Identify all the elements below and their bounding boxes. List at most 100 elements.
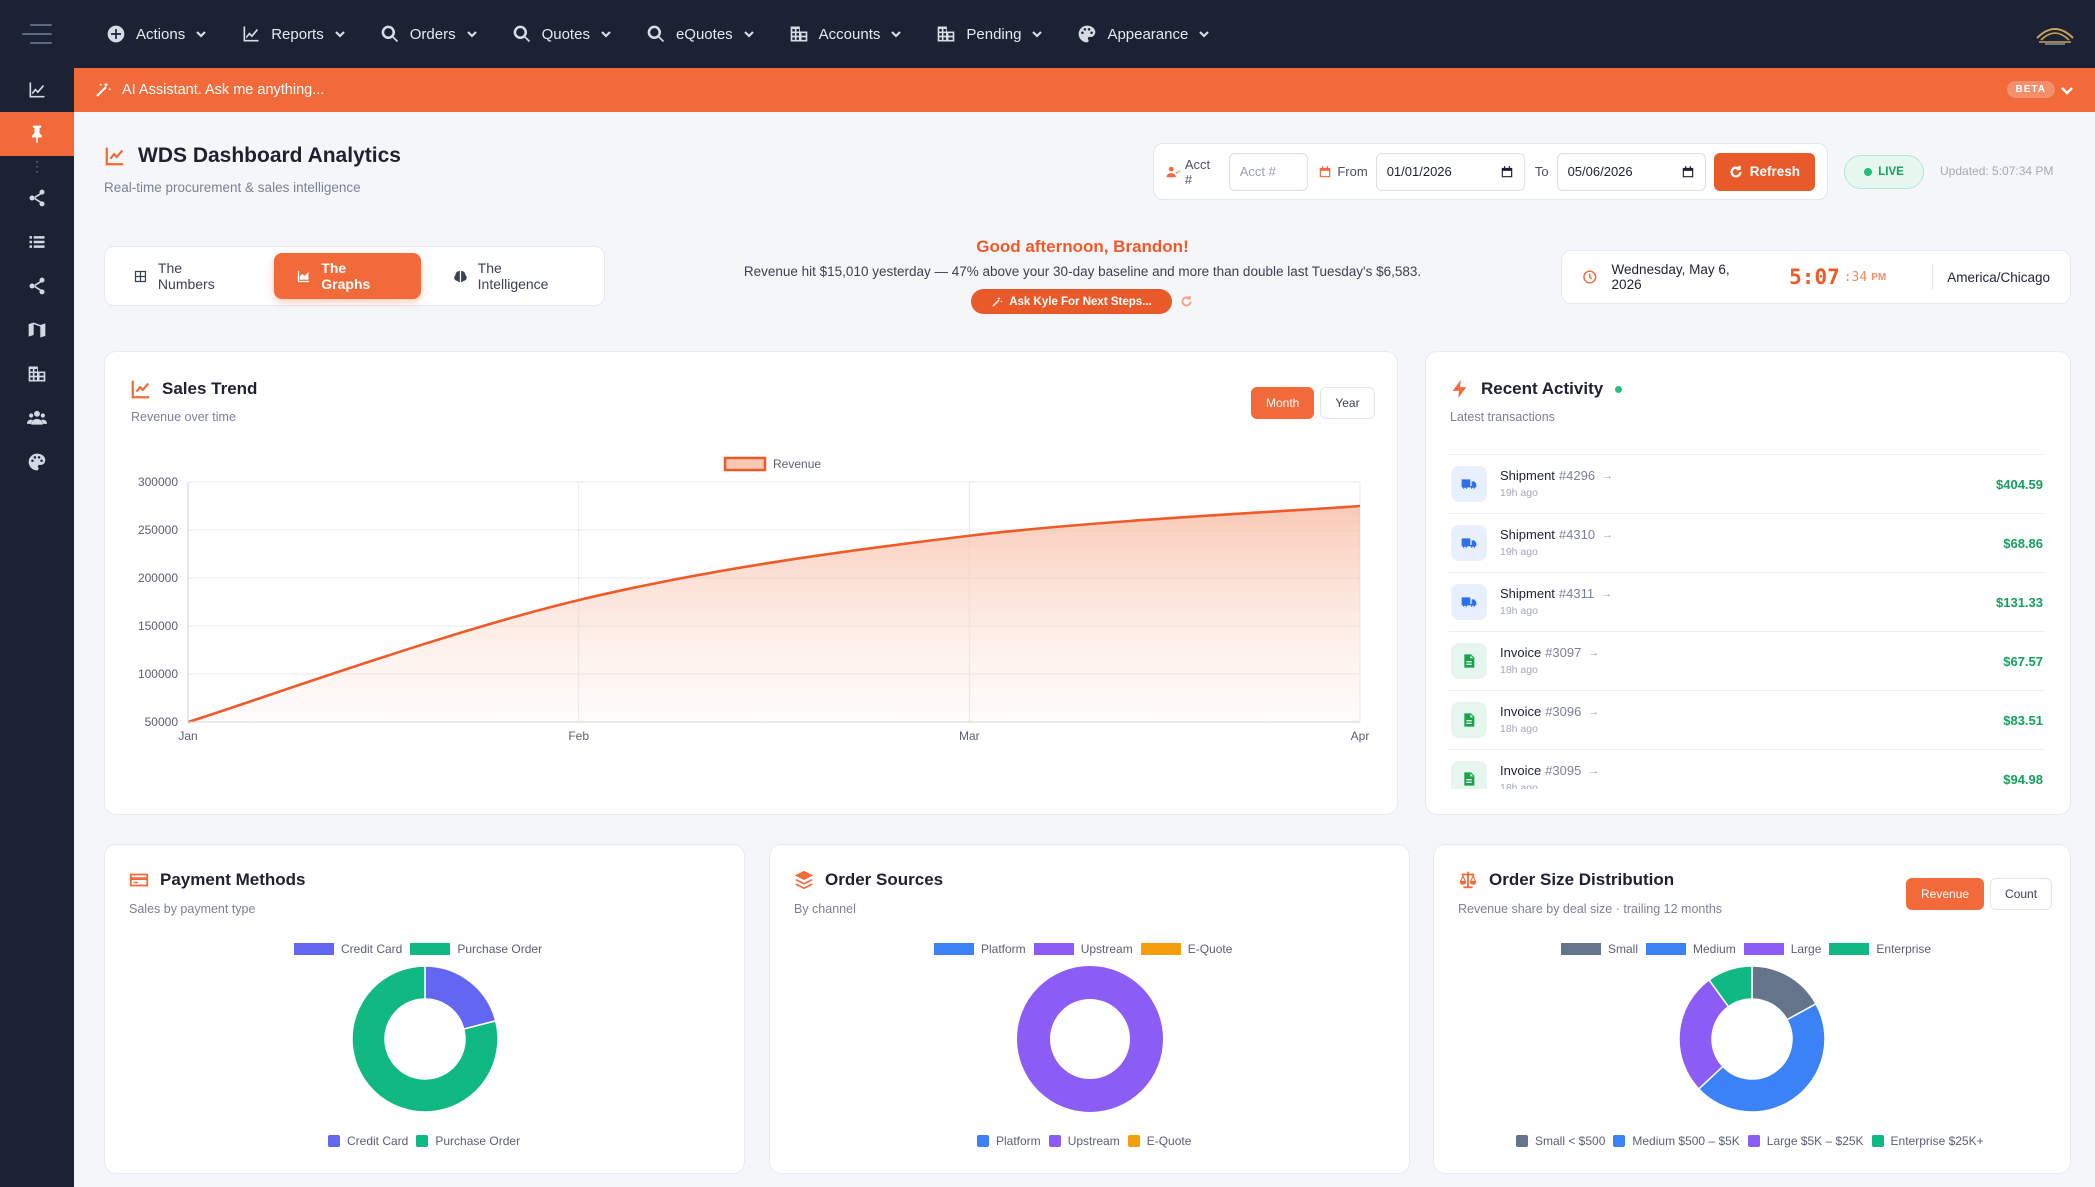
- toggle-month-button[interactable]: Month: [1251, 387, 1315, 419]
- truck-icon: [1451, 583, 1487, 620]
- slice-upstream[interactable]: [1017, 966, 1163, 1112]
- calendar-icon[interactable]: [1681, 165, 1695, 179]
- legend-item[interactable]: Small: [1561, 942, 1638, 956]
- activity-item[interactable]: Invoice #3095 → 18h ago $94.98: [1449, 749, 2045, 789]
- legend-swatch: [410, 943, 451, 955]
- tab-the-numbers[interactable]: The Numbers: [111, 253, 264, 299]
- divider: [1932, 264, 1934, 290]
- legend-item[interactable]: Platform: [977, 1134, 1041, 1148]
- nav-pending[interactable]: Pending: [922, 14, 1057, 54]
- chart-line-icon: [105, 147, 124, 166]
- current-time: 5:07: [1789, 265, 1840, 289]
- calendar-icon[interactable]: [1500, 165, 1514, 179]
- sales-trend-title-text: Sales Trend: [162, 379, 258, 398]
- legend-item[interactable]: Enterprise $25K+: [1871, 1134, 1984, 1148]
- menu-icon[interactable]: [22, 24, 52, 44]
- legend-item[interactable]: Platform: [934, 942, 1026, 956]
- legend-item[interactable]: Enterprise: [1829, 942, 1931, 956]
- tab-the-graphs[interactable]: The Graphs: [274, 253, 421, 299]
- sidebar-item-appearance[interactable]: [0, 440, 74, 484]
- legend-item[interactable]: Large $5K – $25K: [1747, 1134, 1864, 1148]
- sidebar-item-users[interactable]: [0, 396, 74, 440]
- ask-kyle-button[interactable]: Ask Kyle For Next Steps...: [971, 289, 1172, 314]
- nav-actions[interactable]: Actions: [92, 14, 221, 54]
- activity-number[interactable]: #4310: [1558, 527, 1596, 542]
- activity-item[interactable]: Invoice #3097 → 18h ago $67.57: [1449, 631, 2045, 689]
- sidebar-item-share[interactable]: [0, 176, 74, 220]
- toggle-count-button[interactable]: Count: [1990, 878, 2053, 910]
- legend-item[interactable]: Medium $500 – $5K: [1613, 1134, 1740, 1148]
- legend-item[interactable]: Credit Card: [328, 1134, 408, 1148]
- nav-reports[interactable]: Reports: [227, 14, 360, 54]
- activity-number[interactable]: #3096: [1545, 704, 1582, 719]
- to-date-input[interactable]: 05/06/2026: [1556, 152, 1706, 191]
- sales-trend-subtitle: Revenue over time: [131, 410, 236, 424]
- legend-item[interactable]: Credit Card: [294, 942, 402, 956]
- nav-orders[interactable]: Orders: [366, 14, 492, 54]
- ai-assistant-bar[interactable]: AI Assistant. Ask me anything... BETA: [74, 68, 2095, 112]
- slice-purchase-order[interactable]: [351, 965, 499, 1113]
- refresh-button[interactable]: Refresh: [1713, 152, 1815, 191]
- activity-type: Invoice: [1500, 645, 1542, 660]
- activity-number[interactable]: #3097: [1545, 645, 1582, 660]
- legend-item[interactable]: E-Quote: [1140, 942, 1232, 956]
- sidebar-item-map[interactable]: [0, 308, 74, 352]
- slice-credit-card[interactable]: [424, 965, 497, 1030]
- activity-number[interactable]: #3095: [1545, 763, 1582, 778]
- activity-item[interactable]: Invoice #3096 → 18h ago $83.51: [1449, 690, 2045, 748]
- nav-equotes[interactable]: eQuotes: [632, 14, 769, 54]
- ai-assistant-prompt[interactable]: AI Assistant. Ask me anything...: [122, 82, 325, 98]
- legend-item[interactable]: Small < $500: [1516, 1134, 1605, 1148]
- activity-amount: $67.57: [2003, 654, 2043, 669]
- sidebar-item-accounts[interactable]: [0, 352, 74, 396]
- nav-quotes[interactable]: Quotes: [498, 14, 626, 54]
- order-size-legend-bottom: Small < $500 Medium $500 – $5K Large $5K –…: [1516, 1134, 1984, 1148]
- sidebar-more-icon[interactable]: ⋮: [30, 157, 44, 174]
- legend-item[interactable]: Purchase Order: [416, 1134, 520, 1148]
- sidebar-item-dashboard[interactable]: [0, 68, 74, 112]
- tab-label: The Numbers: [157, 260, 215, 292]
- from-date-value: 01/01/2026: [1386, 164, 1452, 179]
- slice-enterprise[interactable]: [1708, 965, 1753, 1008]
- nav-label: Appearance: [1107, 25, 1189, 43]
- live-indicator[interactable]: LIVE: [1844, 155, 1924, 189]
- toggle-revenue-button[interactable]: Revenue: [1906, 878, 1985, 910]
- activity-number[interactable]: #4311: [1558, 586, 1595, 601]
- legend-label: Platform: [996, 1134, 1041, 1148]
- activity-list: Shipment #4296 → 19h ago $404.59 Shipment #431…: [1449, 454, 2045, 789]
- legend-label: Purchase Order: [457, 942, 543, 956]
- sidebar-item-list[interactable]: [0, 220, 74, 264]
- calendar-icon: [1320, 165, 1331, 177]
- nav-appearance[interactable]: Appearance: [1063, 14, 1224, 54]
- slice-medium[interactable]: [1697, 1002, 1826, 1113]
- recent-activity-title-text: Recent Activity: [1481, 379, 1604, 398]
- legend-item[interactable]: E-Quote: [1127, 1134, 1191, 1148]
- nav-accounts[interactable]: Accounts: [775, 14, 917, 54]
- chevron-down-icon: [1032, 31, 1043, 38]
- x-tick-label: Feb: [568, 729, 589, 743]
- tab-the-intelligence[interactable]: The Intelligence: [431, 253, 598, 299]
- sidebar-item-network[interactable]: [0, 264, 74, 308]
- legend-item[interactable]: Upstream: [1048, 1134, 1120, 1148]
- from-date-input[interactable]: 01/01/2026: [1375, 152, 1525, 191]
- order-size-chart: [1678, 965, 1826, 1113]
- chevron-down-icon[interactable]: [2059, 82, 2075, 98]
- slice-large[interactable]: [1678, 978, 1730, 1091]
- legend-label[interactable]: Revenue: [773, 457, 821, 471]
- chevron-down-icon: [466, 31, 477, 38]
- toggle-year-button[interactable]: Year: [1320, 387, 1375, 419]
- company-logo[interactable]: [2033, 16, 2077, 50]
- legend-item[interactable]: Purchase Order: [410, 942, 542, 956]
- activity-number[interactable]: #4296: [1558, 468, 1596, 483]
- acct-input[interactable]: Acct #: [1228, 152, 1309, 191]
- activity-item[interactable]: Shipment #4296 → 19h ago $404.59: [1449, 454, 2045, 512]
- activity-item[interactable]: Shipment #4311 → 19h ago $131.33: [1449, 572, 2045, 630]
- legend-item[interactable]: Upstream: [1033, 942, 1133, 956]
- sidebar-item-pinned[interactable]: [0, 112, 74, 156]
- legend-item[interactable]: Medium: [1646, 942, 1736, 956]
- regenerate-icon[interactable]: [1180, 295, 1193, 308]
- revenue-line[interactable]: [187, 504, 1361, 724]
- activity-item[interactable]: Shipment #4310 → 19h ago $68.86: [1449, 513, 2045, 571]
- recent-activity-subtitle: Latest transactions: [1450, 410, 1555, 424]
- legend-item[interactable]: Large: [1743, 942, 1821, 956]
